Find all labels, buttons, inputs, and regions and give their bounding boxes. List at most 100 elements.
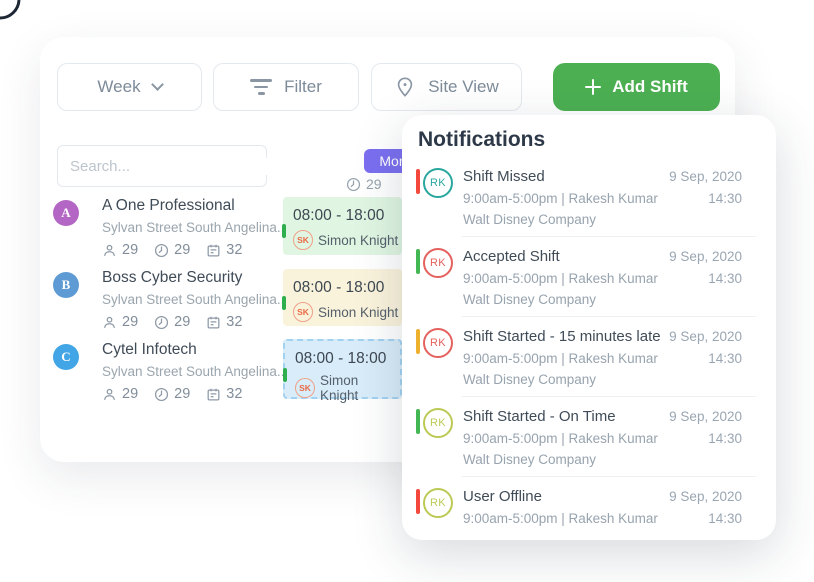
assignee-name: Simon Knight	[318, 232, 399, 248]
shift-time: 08:00 - 18:00	[293, 207, 385, 224]
shifts-stat: 32	[206, 242, 242, 258]
shift-card-selected[interactable]: 08:00 - 18:00 SK Simon Knight	[283, 339, 402, 403]
notification-status-bar	[416, 329, 420, 354]
divider	[462, 476, 756, 477]
notifications-title: Notifications	[418, 128, 546, 151]
site-row[interactable]: A A One Professional Sylvan Street South…	[53, 197, 318, 263]
notification-company: Walt Disney Company	[463, 292, 597, 307]
filter-button[interactable]: Filter	[213, 63, 359, 111]
calendar-icon	[207, 244, 220, 256]
search-box	[57, 145, 269, 187]
notification-meta: 9:00am-5:00pm | Rakesh Kumar	[463, 351, 658, 366]
site-row[interactable]: B Boss Cyber Security Sylvan Street Sout…	[53, 269, 318, 335]
notification-time: 14:30	[708, 351, 742, 366]
divider	[462, 396, 756, 397]
notification-item[interactable]: RK Shift Started - On Time 9:00am-5:00pm…	[402, 408, 776, 488]
site-address: Sylvan Street South Angelina..	[102, 364, 285, 379]
notification-meta: 9:00am-5:00pm | Rakesh Kumar	[463, 431, 658, 446]
notification-avatar: RK	[423, 328, 453, 358]
filter-label: Filter	[284, 77, 322, 96]
location-pin-icon	[397, 77, 413, 97]
notification-item[interactable]: RK User Offline 9:00am-5:00pm | Rakesh K…	[402, 488, 776, 540]
notification-meta: 9:00am-5:00pm | Rakesh Kumar	[463, 511, 658, 526]
clock-icon	[155, 315, 169, 329]
notification-status-bar	[416, 489, 420, 514]
add-shift-label: Add Shift	[612, 77, 688, 96]
notification-title: Shift Started - 15 minutes late	[463, 328, 661, 345]
members-stat: 29	[102, 314, 138, 330]
notification-date: 9 Sep, 2020	[669, 249, 742, 264]
site-row[interactable]: C Cytel Infotech Sylvan Street South Ang…	[53, 341, 318, 407]
shift-assignee: SK Simon Knight	[293, 302, 402, 322]
notification-date: 9 Sep, 2020	[669, 489, 742, 504]
filter-icon	[250, 79, 273, 95]
site-avatar: B	[53, 272, 79, 298]
person-icon	[104, 388, 115, 400]
assignee-name: Simon Knight	[319, 373, 359, 403]
shift-card[interactable]: 08:00 - 18:00 SK Simon Knight	[282, 197, 402, 255]
shifts-count: 32	[226, 242, 243, 258]
members-stat: 29	[102, 242, 138, 258]
hours-count: 29	[174, 242, 191, 258]
members-count: 29	[122, 314, 139, 330]
search-input[interactable]	[70, 157, 269, 175]
shifts-stat: 32	[206, 386, 242, 402]
clock-icon	[346, 177, 361, 191]
site-stats: 29 29	[102, 386, 318, 402]
site-view-button[interactable]: Site View	[371, 63, 522, 111]
hours-stat: 29	[154, 314, 190, 330]
shift-assignee: SK Simon Knight	[295, 373, 400, 403]
notification-status-bar	[416, 249, 420, 274]
notification-status-bar	[416, 409, 420, 434]
notification-date: 9 Sep, 2020	[669, 169, 742, 184]
divider	[462, 236, 756, 237]
site-address: Sylvan Street South Angelina..	[102, 292, 285, 307]
site-body: A One Professional Sylvan Street South A…	[102, 197, 318, 258]
notification-meta: 9:00am-5:00pm | Rakesh Kumar	[463, 191, 658, 206]
person-icon	[104, 316, 115, 328]
notification-company: Walt Disney Company	[463, 212, 597, 227]
notification-time: 14:30	[708, 271, 742, 286]
members-count: 29	[122, 242, 139, 258]
notification-item[interactable]: RK Shift Missed 9:00am-5:00pm | Rakesh K…	[402, 168, 776, 248]
notification-avatar: RK	[423, 488, 453, 518]
notification-company: Walt Disney Company	[463, 452, 597, 467]
notification-time: 14:30	[708, 511, 742, 526]
assignee-name: Simon Knight	[318, 304, 399, 320]
site-view-label: Site View	[428, 77, 499, 96]
notification-company: Walt Disney Company	[463, 372, 597, 387]
add-shift-button[interactable]: Add Shift	[553, 63, 720, 111]
hours-stat: 29	[154, 242, 190, 258]
notification-date: 9 Sep, 2020	[669, 409, 742, 424]
decorative-arc	[0, 0, 21, 20]
divider	[462, 316, 756, 317]
week-view-dropdown[interactable]: Week	[57, 63, 202, 111]
notification-time: 14:30	[708, 431, 742, 446]
notification-status-bar	[416, 169, 420, 194]
plus-icon	[585, 79, 602, 95]
notification-item[interactable]: RK Accepted Shift 9:00am-5:00pm | Rakesh…	[402, 248, 776, 328]
clock-icon	[155, 387, 169, 401]
site-stats: 29 29	[102, 242, 318, 258]
shift-time: 08:00 - 18:00	[293, 279, 385, 296]
notification-avatar: RK	[423, 168, 453, 198]
notification-time: 14:30	[708, 191, 742, 206]
notification-title: Shift Started - On Time	[463, 408, 616, 425]
notification-item[interactable]: RK Shift Started - 15 minutes late 9:00a…	[402, 328, 776, 408]
shift-card[interactable]: 08:00 - 18:00 SK Simon Knight	[282, 269, 402, 326]
shift-time: 08:00 - 18:00	[295, 350, 387, 367]
notification-avatar: RK	[423, 248, 453, 278]
hours-count: 29	[174, 314, 191, 330]
notifications-panel: Notifications RK Shift Missed 9:00am-5:0…	[402, 115, 776, 540]
notification-title: Shift Missed	[463, 168, 545, 185]
day-hours-total: 29	[346, 176, 382, 192]
site-avatar: C	[53, 344, 79, 370]
assignee-avatar: SK	[295, 378, 315, 398]
notification-title: User Offline	[463, 488, 542, 505]
shifts-count: 32	[226, 386, 243, 402]
shift-status-bar	[282, 224, 286, 238]
members-count: 29	[122, 386, 139, 402]
site-name: Boss Cyber Security	[102, 269, 243, 286]
calendar-icon	[207, 388, 220, 400]
